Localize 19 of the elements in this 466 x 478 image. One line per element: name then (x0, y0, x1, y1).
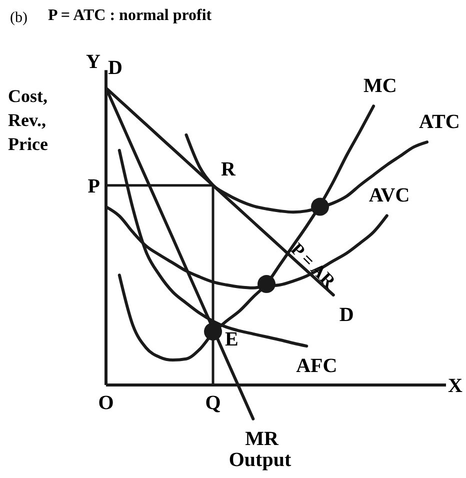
x-axis-title: Output (228, 449, 292, 471)
annotation: P = AR (287, 238, 340, 292)
series-label: D (339, 304, 354, 326)
series-label: MR (245, 428, 280, 450)
series-label: AVC (368, 184, 410, 207)
text: (b) (10, 10, 28, 26)
y-axis-title: Cost, Rev., Price (8, 86, 48, 154)
series-label: ATC (419, 111, 460, 134)
chart-title: P = ATC : normal profit (48, 7, 212, 24)
text: X (448, 375, 463, 397)
text: Y (86, 51, 101, 73)
annotation: D (108, 57, 122, 79)
x-tick-label: O (98, 392, 114, 414)
ref-line-label: P (88, 175, 100, 198)
series-label: AFC (296, 355, 338, 378)
annotation: R (221, 158, 236, 180)
series-label: MC (364, 75, 397, 98)
x-tick-label: Q (205, 392, 221, 414)
annotation: E (225, 328, 238, 351)
